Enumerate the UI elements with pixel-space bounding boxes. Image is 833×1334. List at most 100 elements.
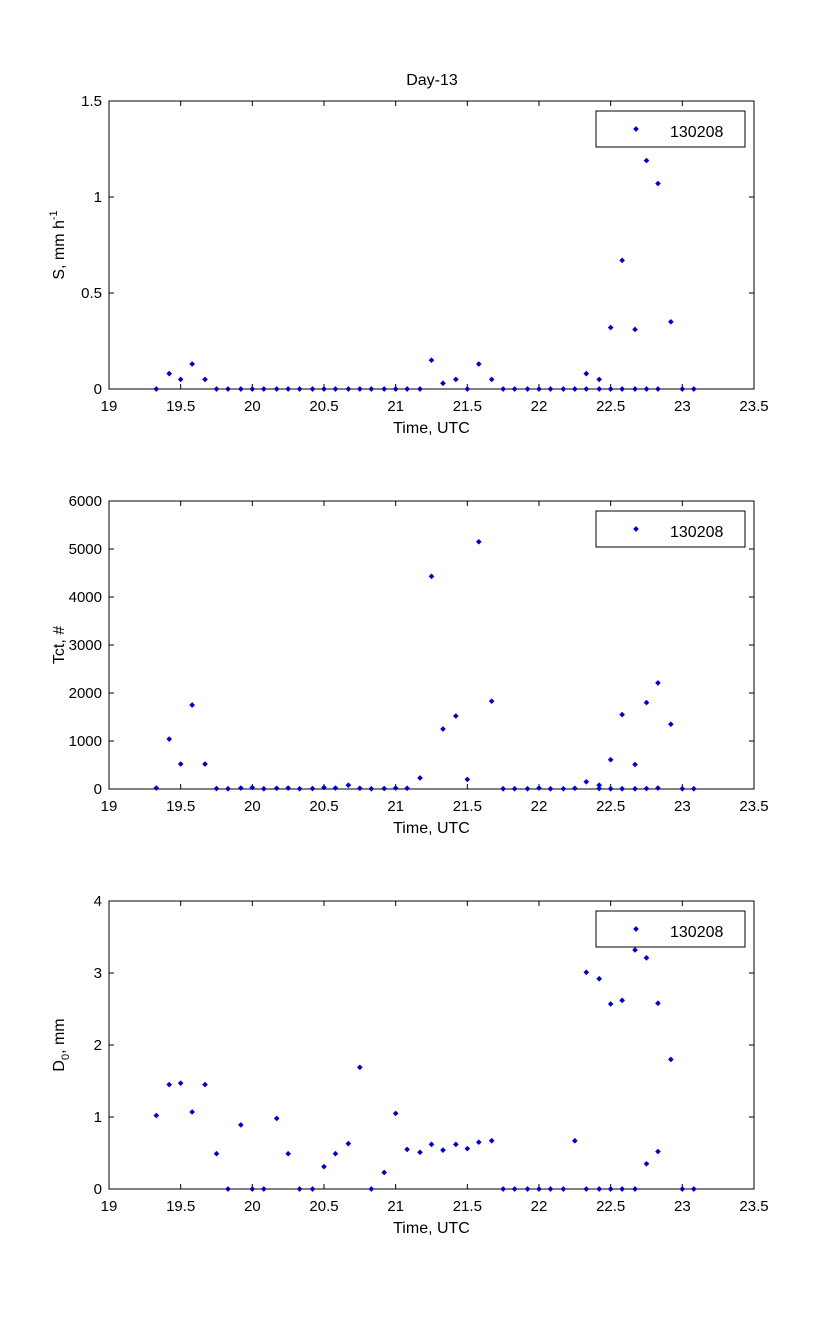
data-point bbox=[357, 785, 363, 792]
data-point bbox=[404, 386, 410, 392]
x-tick-label: 20 bbox=[244, 798, 261, 815]
x-tick-label: 23.5 bbox=[739, 798, 768, 815]
data-point bbox=[392, 1110, 399, 1117]
data-point bbox=[238, 785, 244, 791]
y-axis-label: Tct, # bbox=[51, 626, 68, 664]
data-point bbox=[619, 257, 625, 264]
legend-marker bbox=[633, 926, 639, 932]
data-point bbox=[596, 1186, 603, 1192]
data-point bbox=[607, 1001, 614, 1007]
data-point bbox=[536, 1186, 542, 1192]
data-point bbox=[596, 386, 603, 392]
data-point bbox=[643, 157, 650, 164]
data-point bbox=[381, 386, 388, 392]
data-point bbox=[475, 1139, 482, 1146]
legend-marker bbox=[633, 126, 639, 132]
data-point bbox=[632, 386, 638, 392]
data-point bbox=[632, 326, 638, 333]
data-point bbox=[273, 386, 280, 392]
x-tick-label: 21.5 bbox=[453, 398, 482, 415]
data-point bbox=[583, 1186, 590, 1192]
x-tick-label: 19.5 bbox=[166, 1198, 195, 1215]
legend: 130208 bbox=[595, 510, 746, 548]
panels: 19 19.5 20 20.5 21 21.5 22 22.5 23 23.500.511.5Ti… bbox=[48, 93, 769, 1237]
x-tick-label: 22.5 bbox=[596, 1198, 625, 1215]
data-point bbox=[643, 699, 650, 706]
data-point bbox=[345, 782, 352, 788]
data-point bbox=[273, 1115, 280, 1122]
x-tick-label: 20.5 bbox=[309, 798, 338, 815]
y-axis-label-base: Tct, # bbox=[51, 626, 68, 664]
data-point bbox=[153, 386, 160, 392]
data-point bbox=[619, 785, 625, 792]
data-point bbox=[643, 785, 650, 792]
data-point bbox=[285, 386, 291, 392]
data-point bbox=[475, 538, 482, 545]
data-point bbox=[500, 1186, 506, 1192]
data-point bbox=[285, 1150, 291, 1157]
data-point bbox=[560, 1186, 567, 1192]
x-tick-label: 23.5 bbox=[739, 398, 768, 415]
data-point bbox=[560, 386, 567, 392]
data-point bbox=[572, 785, 578, 792]
y-axis-label: S, mm h-1 bbox=[48, 210, 68, 279]
data-point bbox=[690, 785, 697, 792]
x-tick-label: 19.5 bbox=[166, 798, 195, 815]
x-tick-label: 19 bbox=[101, 398, 118, 415]
data-point bbox=[189, 1109, 195, 1115]
data-point bbox=[202, 761, 208, 767]
data-point bbox=[679, 1186, 686, 1192]
data-point bbox=[189, 361, 195, 367]
data-point bbox=[381, 785, 388, 792]
data-point bbox=[249, 386, 256, 392]
data-point bbox=[524, 1186, 531, 1192]
x-tick-label: 23.5 bbox=[739, 1198, 768, 1215]
data-point bbox=[213, 785, 220, 792]
data-point bbox=[583, 778, 590, 785]
data-point bbox=[428, 1141, 435, 1148]
data-point bbox=[166, 736, 173, 742]
legend-label: 130208 bbox=[670, 924, 723, 941]
data-point bbox=[202, 1081, 208, 1088]
data-point bbox=[583, 386, 590, 392]
y-tick-label: 0 bbox=[94, 381, 102, 398]
x-axis-label: Time, UTC bbox=[393, 820, 470, 837]
data-point bbox=[345, 386, 352, 392]
legend-box bbox=[595, 510, 746, 548]
data-point bbox=[632, 1186, 638, 1192]
x-tick-label: 22 bbox=[531, 1198, 548, 1215]
data-point bbox=[417, 775, 423, 781]
data-point bbox=[417, 386, 423, 392]
y-tick-label: 3 bbox=[94, 965, 102, 982]
data-point bbox=[690, 386, 697, 392]
data-point bbox=[655, 1148, 661, 1155]
data-point bbox=[296, 386, 303, 392]
legend-label: 130208 bbox=[670, 524, 723, 541]
data-point bbox=[309, 785, 316, 792]
x-axis-label: Time, UTC bbox=[393, 420, 470, 437]
data-point bbox=[404, 785, 410, 792]
data-point bbox=[488, 1137, 495, 1144]
y-axis-label-base: S, mm h bbox=[51, 220, 68, 280]
chart-panel-3: 19 19.5 20 20.5 21 21.5 22 22.5 23 23.501234Time,… bbox=[51, 893, 769, 1237]
data-point bbox=[428, 573, 435, 580]
data-point bbox=[428, 357, 435, 364]
data-point bbox=[547, 1186, 554, 1192]
data-point bbox=[202, 376, 208, 383]
data-point bbox=[153, 1112, 160, 1119]
data-point bbox=[511, 785, 518, 792]
data-point bbox=[321, 784, 327, 791]
y-tick-label: 2000 bbox=[69, 685, 102, 702]
data-point bbox=[309, 1186, 316, 1192]
x-tick-label: 21 bbox=[387, 798, 404, 815]
data-point bbox=[166, 370, 173, 377]
x-tick-label: 22 bbox=[531, 798, 548, 815]
data-point bbox=[655, 1000, 661, 1007]
data-point bbox=[619, 1186, 625, 1192]
y-tick-label: 3000 bbox=[69, 637, 102, 654]
x-tick-label: 20.5 bbox=[309, 398, 338, 415]
data-point bbox=[273, 785, 280, 792]
data-point bbox=[225, 386, 231, 392]
data-point bbox=[607, 785, 614, 792]
y-axis-label-tail: , mm bbox=[51, 1018, 68, 1054]
